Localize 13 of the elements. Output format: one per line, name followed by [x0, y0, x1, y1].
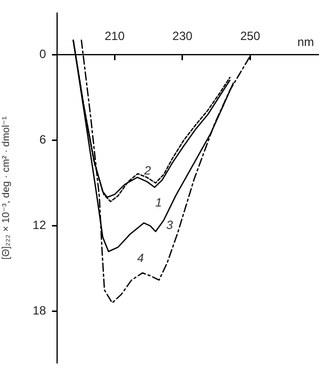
y-tick-label: 12: [32, 218, 46, 232]
y-tick-label: 6: [39, 132, 46, 147]
series-label: 2: [143, 163, 152, 178]
series-label: 1: [155, 196, 162, 210]
y-tick-label: 0: [39, 46, 46, 61]
x-axis-title: nm: [297, 34, 314, 49]
series-label: 3: [166, 218, 174, 232]
series-label: 4: [137, 251, 144, 266]
y-axis-title: [Θ]₂₂₂ × 10⁻³, deg · cm² · dmol⁻¹: [0, 116, 12, 260]
x-tick-label: 250: [240, 29, 261, 44]
y-tick-label: 18: [32, 304, 46, 318]
x-tick-label: 230: [172, 29, 193, 44]
x-tick-label: 210: [104, 29, 125, 44]
